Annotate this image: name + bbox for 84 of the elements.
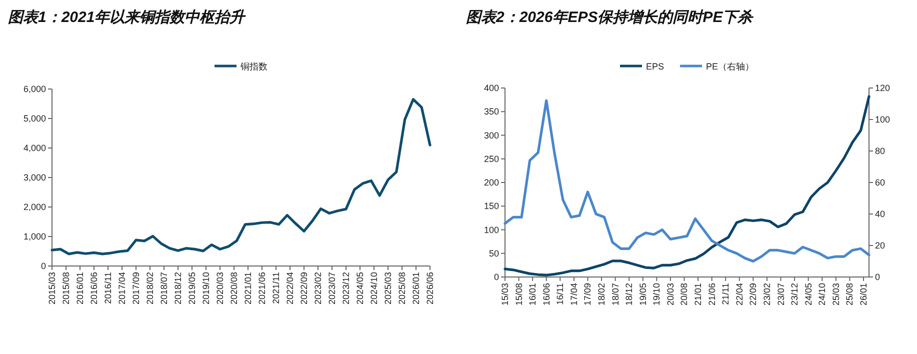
x-tick-label: 2023/12 [341,272,351,305]
legend-label: PE（右轴） [706,62,754,72]
x-tick-label: 21/06 [706,283,717,306]
y-tick-label: 0 [40,261,46,271]
x-tick-label: 2017/09 [131,272,141,305]
x-tick-label: 2021/11 [271,272,281,304]
y-tick-label: 1,000 [23,232,46,242]
x-tick-label: 2024/10 [369,272,379,305]
y2-tick-label: 20 [875,240,886,250]
x-tick-label: 2019/10 [201,272,211,305]
x-tick-label: 20/08 [679,283,690,306]
x-tick-label: 2025/08 [397,272,407,305]
x-tick-label: 2024/05 [355,272,365,305]
y2-tick-label: 60 [875,178,886,188]
x-tick-label: 25/08 [844,283,855,306]
x-tick-label: 23/02 [762,283,772,306]
legend-label: 铜指数 [240,62,268,72]
y2-tick-label: 40 [875,209,886,219]
x-tick-label: 2020/08 [229,272,239,305]
x-tick-label: 2016/11 [103,272,113,304]
chart-title: 图表2：2026年EPS保持增长的同时PE下杀 [466,9,755,26]
x-tick-label: 2026/06 [425,272,435,305]
y2-tick-label: 120 [875,83,890,93]
x-tick-label: 23/12 [790,283,800,306]
x-tick-label: 15/03 [500,283,510,306]
x-tick-label: 2021/01 [243,272,253,305]
x-tick-label: 2016/06 [89,272,99,305]
y-tick-label: 50 [488,248,499,258]
x-tick-label: 24/10 [817,283,828,306]
x-tick-label: 18/02 [596,283,607,306]
y-tick-label: 100 [484,224,499,235]
chart-title: 图表1：2021年以来铜指数中枢抬升 [8,9,247,26]
x-tick-label: 2021/06 [257,272,267,305]
x-tick-label: 26/01 [858,283,868,306]
y2-tick-label: 100 [875,114,890,124]
x-tick-label: 23/07 [776,283,786,306]
x-tick-label: 2023/07 [327,272,337,305]
x-tick-label: 17/04 [568,283,579,306]
y-tick-label: 2,000 [23,202,46,212]
x-tick-label: 16/11 [555,283,566,305]
x-tick-label: 2026/01 [411,272,421,305]
y2-tick-label: 80 [875,146,886,156]
x-tick-label: 18/12 [624,283,634,306]
x-tick-label: 22/04 [734,283,744,306]
x-tick-label: 24/05 [803,283,814,306]
x-tick-label: 2023/02 [313,272,323,305]
y-tick-label: 0 [494,272,499,282]
x-tick-label: 16/06 [541,283,552,306]
x-tick-label: 2019/05 [187,272,197,305]
x-tick-label: 21/11 [720,283,731,305]
x-tick-label: 2020/03 [215,272,225,305]
y-tick-label: 6,000 [23,84,46,94]
y-tick-label: 150 [484,201,499,212]
x-tick-label: 2022/04 [285,272,295,305]
y-tick-label: 200 [484,178,499,188]
x-tick-label: 2018/12 [173,272,183,305]
x-tick-label: 21/01 [693,283,704,306]
y-tick-label: 4,000 [23,143,46,153]
y-tick-label: 400 [484,83,499,93]
x-tick-label: 2025/03 [383,272,393,305]
y-tick-label: 3,000 [23,172,46,182]
x-tick-label: 20/03 [665,283,676,306]
x-tick-label: 22/09 [748,283,758,306]
x-tick-label: 2016/01 [75,272,85,305]
y-tick-label: 350 [484,106,499,117]
x-tick-label: 2018/02 [145,272,155,305]
x-tick-label: 17/09 [582,283,593,306]
x-tick-label: 25/03 [830,283,841,306]
y-tick-label: 250 [484,154,499,164]
y-tick-label: 5,000 [23,114,46,124]
line-series [50,98,432,256]
x-tick-label: 15/08 [514,283,524,306]
x-tick-label: 16/01 [528,283,538,306]
x-tick-label: 2017/04 [117,272,127,305]
y2-tick-label: 0 [875,272,880,282]
y-tick-label: 300 [484,130,499,140]
x-tick-label: 18/07 [610,283,620,306]
legend-label: EPS [646,62,664,72]
x-tick-label: 2015/08 [61,272,71,305]
x-tick-label: 19/10 [652,283,662,306]
x-tick-label: 2018/07 [159,272,169,305]
x-tick-label: 19/05 [638,283,648,306]
x-tick-label: 2022/09 [299,272,309,305]
x-tick-label: 2015/03 [47,272,57,305]
